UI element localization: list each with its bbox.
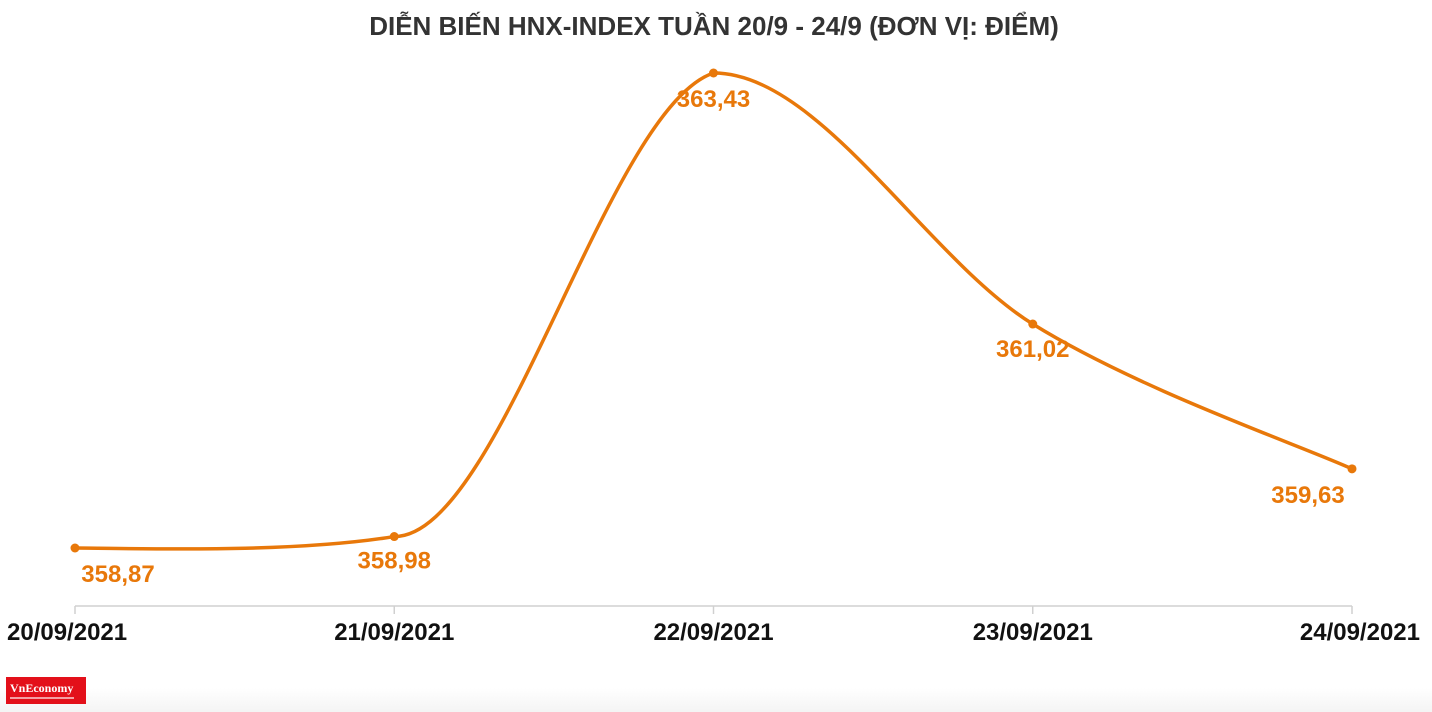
- x-tick-label: 24/09/2021: [1300, 619, 1420, 646]
- data-point: [389, 532, 399, 542]
- data-label: 361,02: [996, 336, 1069, 363]
- vneconomy-logo: VnEconomy: [6, 677, 86, 704]
- footer-shade: [0, 688, 1432, 712]
- data-point: [70, 543, 80, 553]
- x-tick-label: 21/09/2021: [334, 619, 454, 646]
- series-line: [73, 71, 1354, 551]
- data-label: 358,87: [81, 561, 154, 588]
- x-ticks: 20/09/2021 21/09/2021 22/09/2021 23/09/2021…: [7, 606, 1420, 646]
- data-label: 363,43: [677, 86, 750, 113]
- data-label: 358,98: [358, 548, 431, 575]
- x-tick-label: 20/09/2021: [7, 619, 127, 646]
- x-tick-label: 22/09/2021: [653, 619, 773, 646]
- logo-text: VnEconomy: [10, 681, 74, 695]
- data-point: [709, 68, 718, 78]
- x-tick-label: 23/09/2021: [973, 619, 1093, 646]
- logo-tagline: [10, 697, 74, 699]
- data-label: 359,63: [1271, 482, 1344, 509]
- chart-title: DIỄN BIẾN HNX-INDEX TUẦN 20/9 - 24/9 (ĐƠ…: [369, 11, 1059, 41]
- data-point: [1347, 464, 1357, 474]
- data-point: [1028, 319, 1038, 329]
- data-labels: 358,87 358,98 363,43 361,02 359,63: [81, 86, 1344, 588]
- data-points: [70, 68, 1357, 553]
